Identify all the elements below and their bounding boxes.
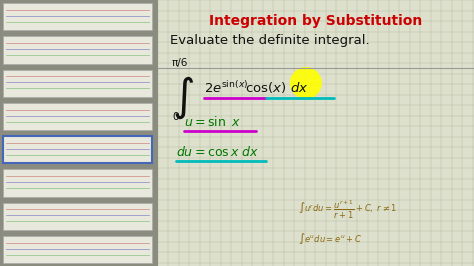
Text: $u = \sin\ x$: $u = \sin\ x$: [184, 115, 241, 129]
Bar: [3, 3, 152, 30]
Bar: [3, 103, 152, 130]
Text: $2e^{\sin(x)}\!\cos(x)\ dx$: $2e^{\sin(x)}\!\cos(x)\ dx$: [204, 80, 309, 97]
Bar: [3, 136, 152, 163]
Text: $\int e^u du = e^u + C$: $\int e^u du = e^u + C$: [298, 231, 362, 246]
Text: 0: 0: [173, 112, 179, 122]
Text: $\int$: $\int$: [172, 75, 194, 122]
Bar: [3, 236, 152, 263]
Bar: [3, 202, 152, 230]
Bar: [3, 169, 152, 197]
Bar: [3, 36, 152, 64]
Text: $\int u^r du = \dfrac{u^{r+1}}{r+1} + C,\ r \neq 1$: $\int u^r du = \dfrac{u^{r+1}}{r+1} + C,…: [298, 199, 397, 221]
Bar: [3, 69, 152, 97]
Circle shape: [290, 67, 322, 99]
Text: π/6: π/6: [172, 58, 188, 68]
Text: $du = \cos x\ dx$: $du = \cos x\ dx$: [176, 145, 259, 159]
Bar: [0, 0, 158, 266]
Text: Integration by Substitution: Integration by Substitution: [210, 14, 422, 28]
Text: Evaluate the definite integral.: Evaluate the definite integral.: [170, 34, 369, 47]
